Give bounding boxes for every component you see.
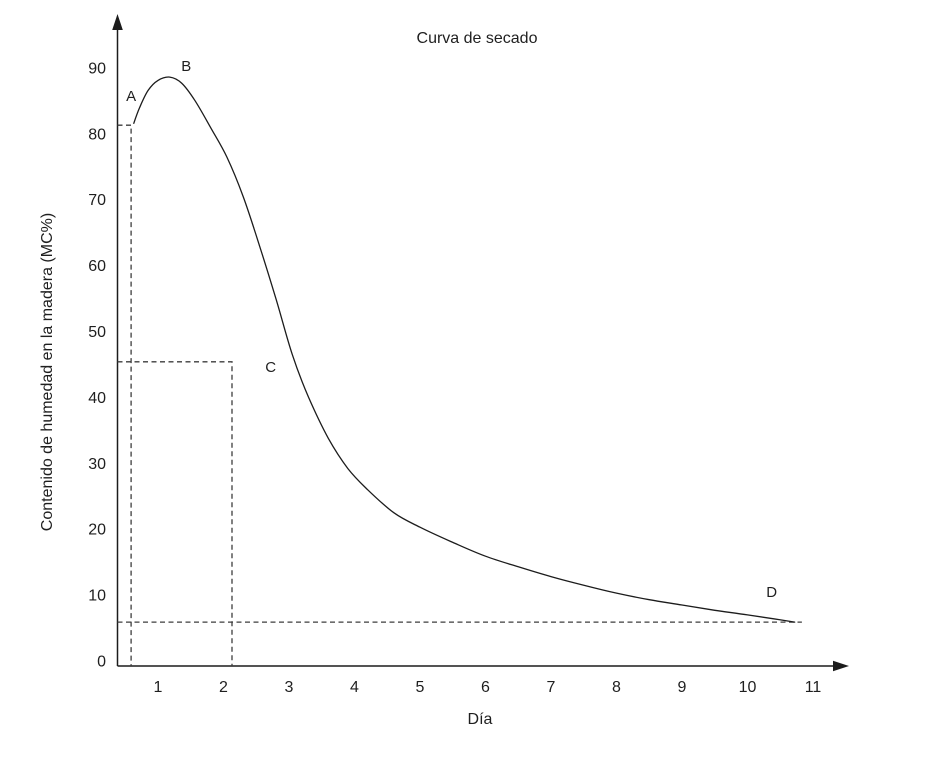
- x-tick-label-5: 5: [416, 679, 425, 696]
- y-tick-label-10: 10: [88, 588, 106, 605]
- y-tick-label-20: 20: [88, 522, 106, 539]
- x-tick-label-4: 4: [350, 679, 359, 696]
- y-tick-label-0: 0: [97, 654, 106, 671]
- y-tick-labels: 0 10 20 30 40 50 60 70 80 90: [88, 60, 106, 670]
- x-tick-label-8: 8: [612, 679, 621, 696]
- point-label-A: A: [126, 88, 136, 105]
- y-tick-label-30: 30: [88, 456, 106, 473]
- x-tick-label-9: 9: [678, 679, 687, 696]
- x-tick-label-7: 7: [547, 679, 556, 696]
- x-tick-label-10: 10: [739, 679, 757, 696]
- point-label-C: C: [265, 359, 276, 376]
- axes: [112, 14, 849, 672]
- y-axis-arrow-icon: [112, 14, 123, 30]
- point-label-B: B: [181, 58, 191, 75]
- y-tick-label-90: 90: [88, 60, 106, 77]
- x-tick-label-2: 2: [219, 679, 228, 696]
- x-axis-label: Día: [468, 711, 493, 728]
- x-axis-arrow-icon: [833, 660, 849, 672]
- y-axis-label: Contenido de humedad en la madera (MC%): [39, 213, 56, 531]
- y-tick-label-50: 50: [88, 324, 106, 341]
- y-tick-label-40: 40: [88, 390, 106, 407]
- y-tick-label-60: 60: [88, 258, 106, 275]
- dashed-guides: [117, 124, 802, 666]
- y-tick-label-70: 70: [88, 192, 106, 209]
- point-labels: A B C D: [126, 58, 777, 601]
- guide-C: [117, 361, 233, 666]
- y-tick-label-80: 80: [88, 126, 106, 143]
- drying-curve: [133, 76, 796, 623]
- chart-title: Curva de secado: [417, 30, 538, 47]
- point-label-D: D: [766, 584, 777, 601]
- x-tick-label-6: 6: [481, 679, 490, 696]
- x-tick-label-1: 1: [154, 679, 163, 696]
- series: [133, 76, 796, 623]
- guide-A: [117, 124, 132, 666]
- x-tick-labels: 1 2 3 4 5 6 7 8 9 10 11: [154, 679, 822, 696]
- x-tick-label-3: 3: [285, 679, 294, 696]
- x-tick-label-11: 11: [805, 679, 822, 696]
